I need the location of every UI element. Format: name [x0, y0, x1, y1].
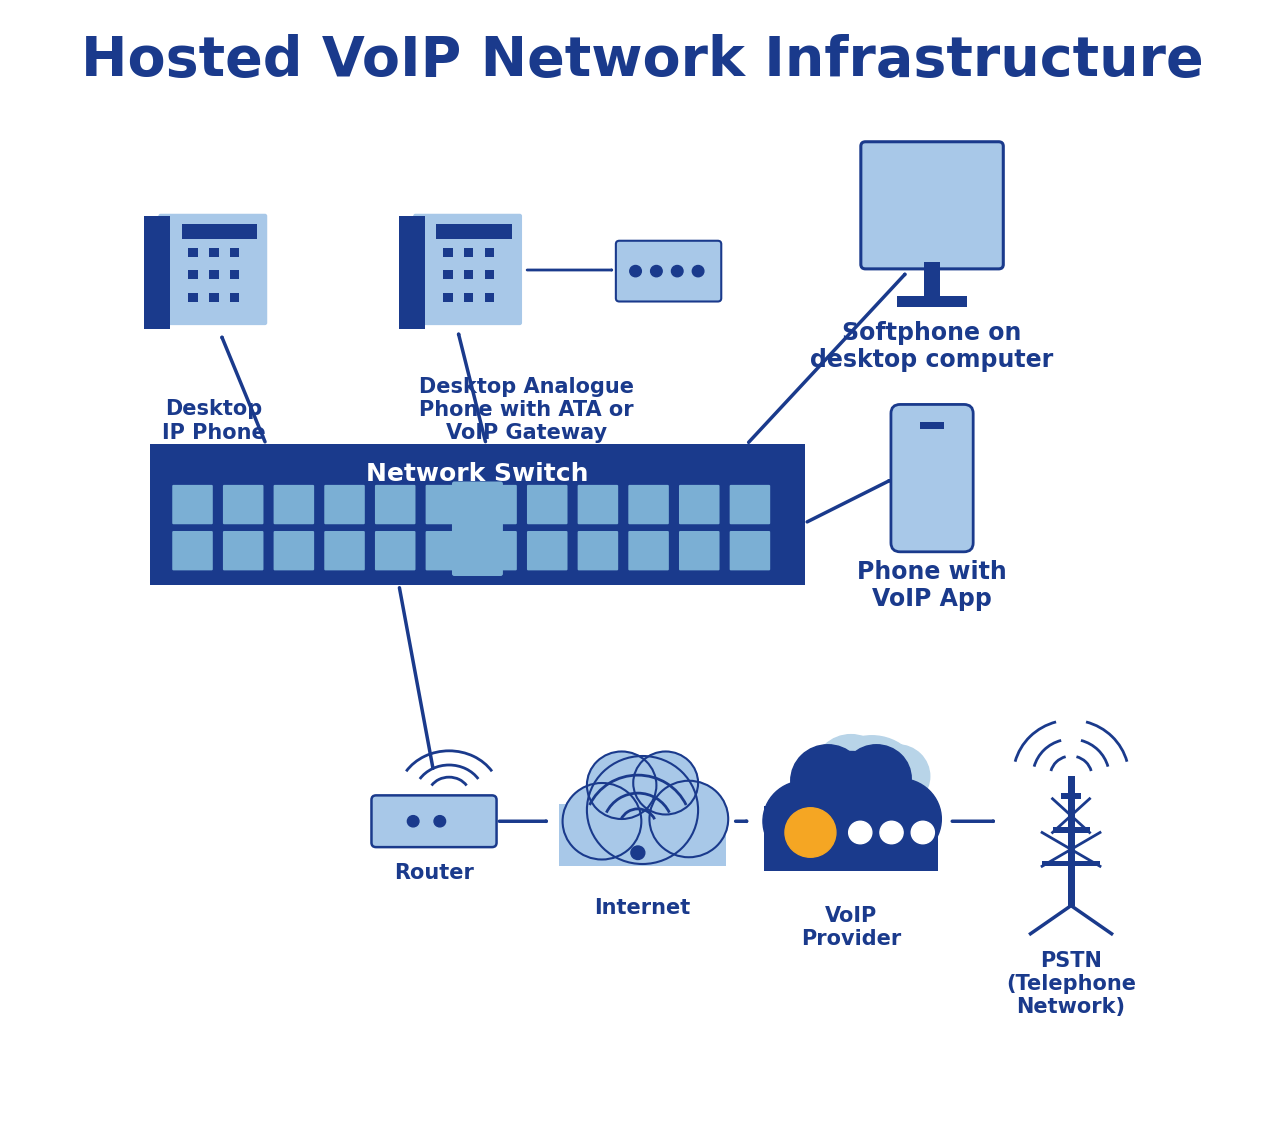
Circle shape [865, 745, 930, 808]
Circle shape [880, 821, 903, 844]
Bar [765, 806, 938, 871]
Bar [920, 423, 943, 430]
FancyBboxPatch shape [527, 485, 568, 524]
FancyBboxPatch shape [324, 485, 365, 524]
FancyBboxPatch shape [371, 795, 496, 847]
FancyBboxPatch shape [425, 485, 466, 524]
Bar [230, 248, 239, 256]
FancyBboxPatch shape [578, 485, 618, 524]
Circle shape [631, 846, 645, 860]
Circle shape [813, 735, 888, 807]
FancyBboxPatch shape [616, 241, 721, 302]
FancyBboxPatch shape [891, 404, 973, 551]
FancyBboxPatch shape [324, 531, 365, 570]
FancyBboxPatch shape [274, 485, 314, 524]
Circle shape [587, 756, 698, 864]
Bar [144, 216, 170, 328]
FancyBboxPatch shape [678, 531, 720, 570]
Bar [189, 248, 198, 256]
FancyBboxPatch shape [628, 531, 669, 570]
Bar [484, 248, 495, 256]
Circle shape [634, 752, 698, 814]
Circle shape [672, 266, 684, 277]
Bar [484, 292, 495, 302]
FancyBboxPatch shape [678, 485, 720, 524]
FancyBboxPatch shape [477, 485, 517, 524]
Text: PSTN
(Telephone
Network): PSTN (Telephone Network) [1006, 951, 1136, 1017]
FancyBboxPatch shape [375, 485, 415, 524]
Circle shape [842, 745, 911, 812]
Text: Softphone on
desktop computer: Softphone on desktop computer [811, 321, 1054, 372]
Bar [209, 292, 218, 302]
Circle shape [407, 816, 419, 827]
Bar [924, 262, 941, 298]
Circle shape [630, 266, 641, 277]
Circle shape [911, 821, 934, 844]
Bar [209, 248, 218, 256]
Circle shape [785, 808, 837, 857]
Bar [189, 292, 198, 302]
Circle shape [693, 266, 704, 277]
FancyBboxPatch shape [730, 485, 770, 524]
Bar [150, 444, 804, 585]
Circle shape [434, 816, 446, 827]
Bar [209, 270, 218, 279]
FancyBboxPatch shape [274, 531, 314, 570]
FancyBboxPatch shape [158, 214, 267, 325]
Bar [1052, 827, 1090, 832]
Text: Network Switch: Network Switch [366, 462, 589, 486]
Bar [484, 270, 495, 279]
FancyBboxPatch shape [375, 531, 415, 570]
FancyBboxPatch shape [414, 214, 522, 325]
Bar [189, 270, 198, 279]
Circle shape [790, 745, 865, 817]
FancyBboxPatch shape [172, 531, 213, 570]
FancyBboxPatch shape [578, 531, 618, 570]
Bar [559, 804, 726, 866]
Bar [443, 270, 452, 279]
Circle shape [563, 783, 641, 860]
Circle shape [858, 778, 942, 860]
FancyBboxPatch shape [628, 485, 669, 524]
Bar [230, 292, 239, 302]
FancyBboxPatch shape [172, 485, 213, 524]
Circle shape [650, 266, 662, 277]
Bar [464, 248, 473, 256]
Bar [1068, 776, 1074, 906]
Circle shape [790, 752, 911, 868]
Bar [443, 292, 452, 302]
Bar [230, 270, 239, 279]
FancyBboxPatch shape [861, 142, 1004, 269]
FancyBboxPatch shape [730, 531, 770, 570]
FancyBboxPatch shape [452, 482, 502, 576]
FancyBboxPatch shape [222, 485, 263, 524]
Bar [400, 216, 425, 328]
Text: Desktop Analogue
Phone with ATA or
VoIP Gateway: Desktop Analogue Phone with ATA or VoIP … [419, 377, 635, 443]
FancyBboxPatch shape [425, 531, 466, 570]
FancyBboxPatch shape [477, 531, 517, 570]
Text: VoIP
Provider: VoIP Provider [801, 906, 901, 948]
Bar [897, 296, 966, 307]
Bar [181, 224, 257, 238]
FancyBboxPatch shape [527, 531, 568, 570]
Text: Desktop
IP Phone: Desktop IP Phone [162, 399, 266, 442]
Text: Router: Router [394, 863, 474, 883]
Circle shape [821, 736, 923, 835]
Bar [464, 270, 473, 279]
Bar [1042, 861, 1100, 866]
Bar [437, 224, 511, 238]
Circle shape [848, 821, 871, 844]
FancyBboxPatch shape [222, 531, 263, 570]
Bar [1060, 793, 1082, 799]
Text: Internet: Internet [595, 898, 690, 918]
Bar [464, 292, 473, 302]
Circle shape [649, 781, 729, 857]
Text: Phone with
VoIP App: Phone with VoIP App [857, 560, 1007, 612]
Circle shape [587, 752, 657, 819]
Text: Hosted VoIP Network Infrastructure: Hosted VoIP Network Infrastructure [81, 34, 1204, 88]
Circle shape [763, 781, 847, 862]
Bar [443, 248, 452, 256]
